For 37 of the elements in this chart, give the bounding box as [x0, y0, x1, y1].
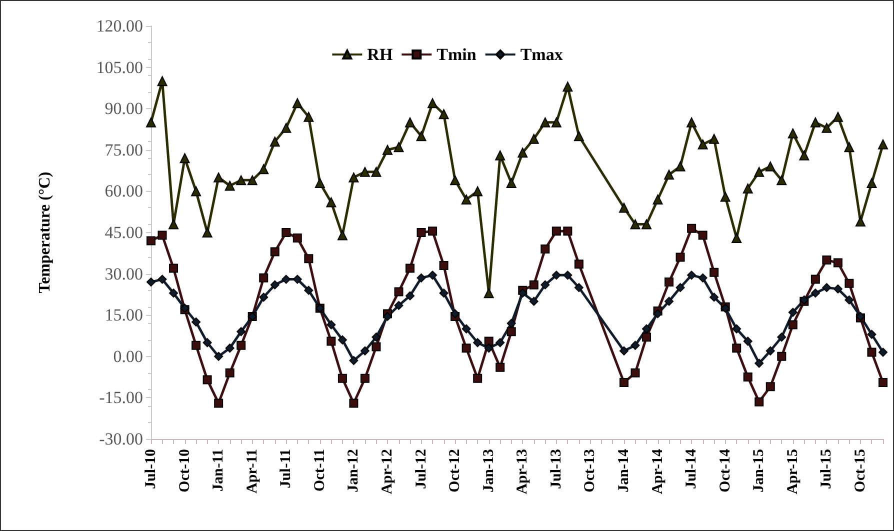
x-tick-label: Apr-11 [244, 449, 260, 494]
x-tick-label: Jul-15 [818, 449, 835, 490]
y-tick-label: 15.00 [104, 306, 143, 325]
x-tick-label: Jan-13 [480, 449, 497, 492]
x-tick-label: Oct-14 [717, 448, 734, 492]
x-tick-label: Jul-10 [143, 449, 159, 490]
x-tick-label: Oct-12 [447, 449, 464, 492]
legend-label: RH [367, 45, 393, 64]
y-tick-label: 45.00 [104, 223, 143, 242]
x-tick-label: Jan-11 [210, 449, 227, 492]
y-tick-label: 120.00 [96, 16, 143, 36]
x-tick-label: Apr-14 [650, 448, 666, 494]
x-tick-label: Oct-15 [852, 449, 868, 492]
x-tick-label: Oct-13 [582, 449, 598, 492]
legend-label: Tmin [436, 45, 477, 64]
y-tick-label: 0.00 [113, 346, 143, 366]
y-tick-label: 30.00 [104, 264, 143, 284]
x-tick-label: Oct-10 [176, 449, 193, 492]
x-tick-label: Apr-12 [379, 449, 396, 494]
x-tick-label: Oct-11 [312, 449, 328, 492]
x-tick-label: Apr-15 [784, 449, 801, 494]
x-tick-label: Jan-14 [616, 448, 632, 492]
x-tick-label: Jul-11 [278, 449, 294, 488]
x-tick-label: Jan-12 [346, 449, 362, 492]
y-tick-label: 90.00 [104, 99, 143, 118]
y-tick-label: -15.00 [99, 388, 143, 408]
y-tick-label: 75.00 [104, 140, 143, 160]
y-tick-label: -30.00 [99, 430, 143, 448]
legend-label: Tmax [520, 45, 564, 64]
x-tick-label: Jul-12 [413, 449, 430, 490]
y-axis-title: Temperature (°C) [36, 172, 54, 294]
y-tick-label: 60.00 [104, 182, 143, 201]
x-tick-label: Jul-13 [548, 449, 564, 490]
x-tick-label: Apr-13 [514, 449, 531, 494]
x-tick-label: Jul-14 [684, 448, 700, 490]
x-tick-label: Jan-15 [751, 449, 768, 492]
y-tick-label: 105.00 [96, 58, 143, 77]
